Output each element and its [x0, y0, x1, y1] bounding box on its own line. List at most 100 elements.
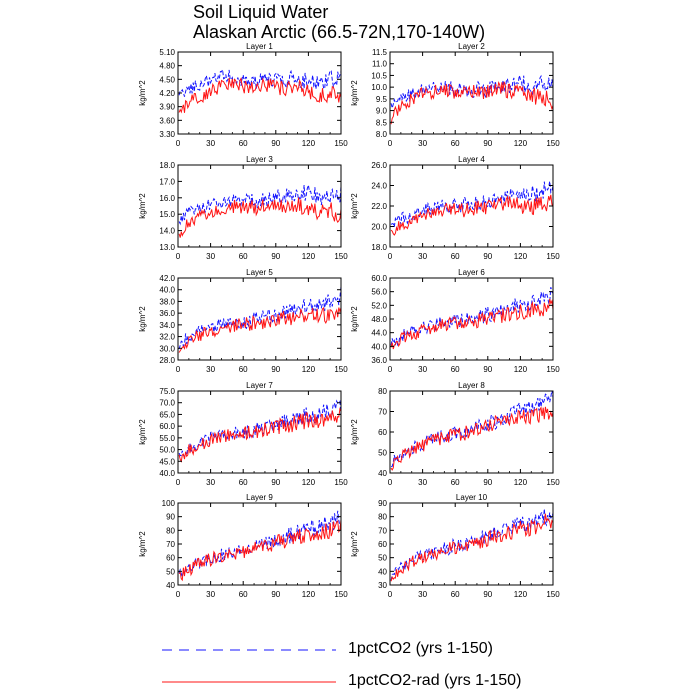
panel-layer-10-xtick-label: 90: [483, 590, 492, 599]
panel-layer-10-xtick-label: 0: [388, 590, 393, 599]
panel-layer-5-ytick-label: 36.0: [159, 309, 175, 318]
panel-layer-8-ylabel: kg/m^2: [350, 419, 359, 445]
panel-layer-9-frame: [177, 502, 342, 586]
panel-layer-2: Layer 2 kg/m^2 0 30 60 90 120 150 8.0 8.5 9.0 9.5 10…: [350, 42, 560, 148]
panel-layer-10-ytick-label: 30: [378, 581, 387, 590]
panel-layer-2-ytick-label: 10.0: [371, 83, 387, 92]
panel-layer-5-ytick-label: 30.0: [159, 344, 175, 353]
panel-layer-7-xtick-label: 150: [334, 478, 348, 487]
panel-layer-7-frame: [177, 390, 342, 474]
panel-layer-1-ytick-label: 4.80: [159, 62, 175, 71]
panel-layer-7-line-1pctco2-rad: [178, 407, 341, 463]
legend-swatch-solid-red: [162, 681, 336, 683]
panel-layer-7-ytick-label: 65.0: [159, 410, 175, 419]
panel-layer-7-xtick-label: 120: [302, 478, 316, 487]
panel-layer-3-ytick-label: 17.0: [159, 177, 175, 186]
panel-layer-7: Layer 7 kg/m^2 0 30 60 90 120 150 40.0 45.0 50.0 55…: [138, 381, 348, 487]
panel-layer-6-series: [390, 286, 553, 350]
panel-layer-5-xtick-label: 90: [271, 365, 280, 374]
legend-swatch-dashed-blue: [162, 649, 336, 651]
panel-layer-3-series: [178, 184, 341, 238]
panel-layer-8-ytick-label: 60: [378, 428, 387, 437]
panel-layer-10-ytick-label: 50: [378, 554, 387, 563]
panel-layer-3-frame: [177, 164, 342, 248]
panel-layer-6-frame: [389, 277, 554, 361]
panel-layer-2-ylabel: kg/m^2: [350, 80, 359, 106]
panel-layer-5-line-1pctco2-rad: [178, 306, 341, 353]
panel-layer-8-xtick-label: 0: [388, 478, 393, 487]
panel-layer-3-xtick-label: 0: [176, 252, 181, 261]
panel-layer-1-xtick-label: 150: [334, 139, 348, 148]
panel-layer-6-ylabel: kg/m^2: [350, 306, 359, 332]
panel-layer-10-ytick-label: 80: [378, 513, 387, 522]
panel-layer-6-line-1pctco2: [390, 286, 553, 347]
panel-layer-1-ylabel: kg/m^2: [138, 80, 147, 106]
panel-layer-2-xtick-label: 60: [451, 139, 460, 148]
panel-layer-6-xtick-label: 30: [418, 365, 427, 374]
panel-layer-1-line-1pctco2-rad: [178, 77, 341, 114]
panel-layer-3-xtick-label: 60: [239, 252, 248, 261]
panel-layer-4-xtick-label: 90: [483, 252, 492, 261]
panel-layer-3-ytick-label: 14.0: [159, 227, 175, 236]
panel-layer-8: Layer 8 kg/m^2 0 30 60 90 120 150 40 50 60 70 80: [350, 381, 560, 487]
panel-layer-1-title: Layer 1: [246, 42, 273, 51]
panel-layer-6-ytick-label: 56.0: [371, 288, 387, 297]
panel-layer-1-xtick-label: 30: [206, 139, 215, 148]
panel-layer-8-xtick-label: 30: [418, 478, 427, 487]
panel-layer-6-line-1pctco2-rad: [390, 298, 553, 350]
legend-label-1pctco2: 1pctCO2 (yrs 1-150): [348, 640, 493, 657]
panel-layer-6-xtick-label: 150: [546, 365, 560, 374]
panel-layer-4-ytick-label: 20.0: [371, 223, 387, 232]
panel-layer-9-ylabel: kg/m^2: [138, 531, 147, 557]
panel-layer-2-ytick-label: 8.5: [376, 118, 388, 127]
panel-layer-3-xtick-label: 120: [302, 252, 316, 261]
panel-layer-6-xtick-label: 90: [483, 365, 492, 374]
panel-layer-8-ytick-label: 70: [378, 408, 387, 417]
panel-layer-9-ytick-label: 80: [166, 526, 175, 535]
panel-layer-3-line-1pctco2-rad: [178, 197, 341, 238]
panel-layer-6: Layer 6 kg/m^2 0 30 60 90 120 150 36.0 40.0 44.0 48…: [350, 268, 560, 374]
panel-layer-8-line-1pctco2: [390, 391, 553, 468]
panel-layer-2-ytick-label: 9.5: [376, 95, 388, 104]
panel-layer-8-series: [390, 391, 553, 471]
panel-layer-10-ytick-label: 40: [378, 567, 387, 576]
panel-layer-5-xtick-label: 120: [302, 365, 316, 374]
panel-layer-2-xtick-label: 90: [483, 139, 492, 148]
panel-layer-9-ytick-label: 60: [166, 554, 175, 563]
figure-title-line1: Soil Liquid Water: [193, 2, 329, 22]
panel-layer-5-title: Layer 5: [246, 268, 273, 277]
panel-layer-8-ytick-label: 80: [378, 387, 387, 396]
panel-layer-7-xtick-label: 0: [176, 478, 181, 487]
panel-layer-7-line-1pctco2: [178, 399, 341, 457]
panel-layer-5-ytick-label: 42.0: [159, 274, 175, 283]
panel-layer-9: Layer 9 kg/m^2 0 30 60 90 120 150 40 50 60 70 80 90 10…: [138, 493, 348, 599]
panel-layer-1-ytick-label: 4.50: [159, 75, 175, 84]
panel-layer-6-ytick-label: 40.0: [371, 342, 387, 351]
panel-layer-5-xtick-label: 150: [334, 365, 348, 374]
panel-layer-2-xtick-label: 150: [546, 139, 560, 148]
panel-layer-2-line-1pctco2: [390, 74, 553, 109]
panel-layer-3-ylabel: kg/m^2: [138, 193, 147, 219]
panel-layer-9-xtick-label: 120: [302, 590, 316, 599]
panel-layer-4-xtick-label: 60: [451, 252, 460, 261]
panel-layer-8-title: Layer 8: [458, 381, 485, 390]
panel-layer-7-ytick-label: 45.0: [159, 457, 175, 466]
panel-layer-4-series: [390, 181, 553, 236]
panel-layer-6-ytick-label: 36.0: [371, 356, 387, 365]
panel-layer-2-xtick-label: 0: [388, 139, 393, 148]
panel-layer-3: Layer 3 kg/m^2 0 30 60 90 120 150 13.0 14.0 15.0 16…: [138, 155, 348, 261]
panel-layer-3-ytick-label: 13.0: [159, 243, 175, 252]
panel-layer-4-ylabel: kg/m^2: [350, 193, 359, 219]
panel-layer-1-ytick-label: 3.30: [159, 130, 175, 139]
panel-layer-4-xtick-label: 150: [546, 252, 560, 261]
panel-layer-3-ytick-label: 15.0: [159, 210, 175, 219]
panel-layer-4-ytick-label: 26.0: [371, 161, 387, 170]
panel-layer-6-ytick-label: 60.0: [371, 274, 387, 283]
panel-layer-7-ytick-label: 75.0: [159, 387, 175, 396]
panel-layer-9-line-1pctco2-rad: [178, 519, 341, 582]
panel-layer-8-ytick-label: 40: [378, 469, 387, 478]
panel-layer-2-series: [390, 74, 553, 125]
panel-layer-7-ytick-label: 70.0: [159, 399, 175, 408]
panel-layer-9-line-1pctco2: [178, 510, 341, 577]
panel-layer-4-xtick-label: 30: [418, 252, 427, 261]
